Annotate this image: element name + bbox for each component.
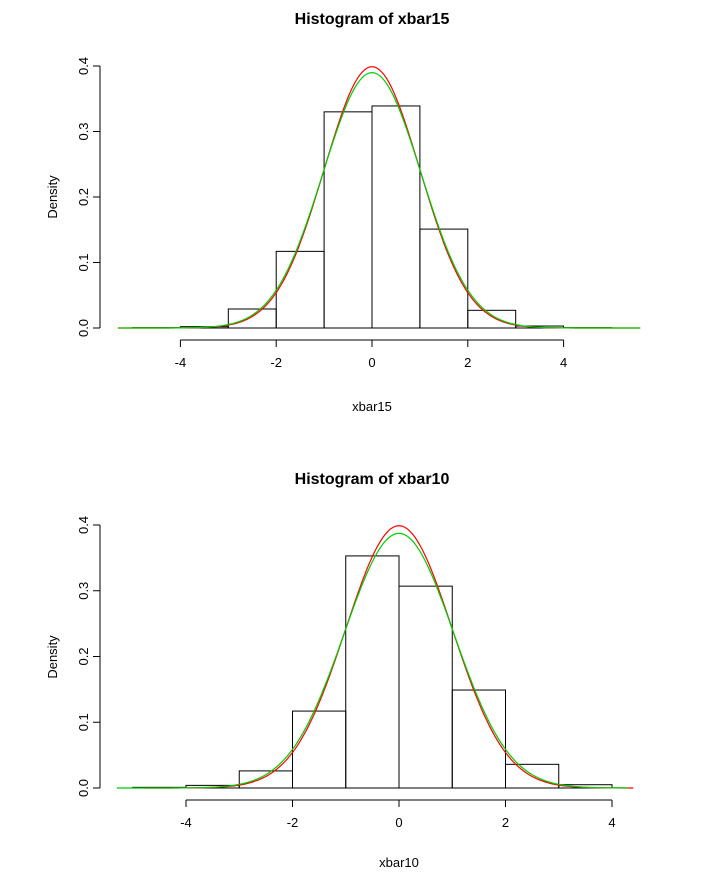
panel-xbar15: Histogram of xbar15 xbar15 Density -4 -2 0… [45,11,641,414]
x-tick-label: 2 [464,355,471,370]
kernel-density-curve [118,71,641,329]
normal-density-curve [143,525,634,789]
x-tick-label: 4 [560,355,567,370]
y-tick-label: 0.0 [76,779,91,797]
x-tick-label: 0 [395,815,402,830]
histogram-bar [419,228,469,329]
panel-xbar10: Histogram of xbar10 xbar10 Density -4 -2 0… [45,471,634,870]
x-axis-label: xbar15 [352,399,392,414]
x-tick-label: -4 [180,815,192,830]
histogram-bar [451,689,506,789]
y-tick-label: 0.2 [76,647,91,665]
histogram-bar [345,555,400,789]
x-tick-label: -2 [270,355,282,370]
x-tick-label: 4 [608,815,615,830]
x-tick-label: -2 [287,815,299,830]
x-tick-label: 2 [502,815,509,830]
y-tick-label: 0.2 [76,188,91,206]
chart-title: Histogram of xbar10 [295,471,450,488]
histogram-bar [398,585,453,789]
histogram-bar [238,770,293,789]
histogram-bar [505,763,560,789]
y-tick-label: 0.1 [76,253,91,271]
y-tick-label: 0.3 [76,122,91,140]
y-tick-label: 0.1 [76,713,91,731]
y-tick-label: 0.4 [76,57,91,75]
histogram-bar [275,250,325,329]
histogram-bar [292,710,347,789]
y-tick-label: 0.0 [76,319,91,337]
y-tick-label: 0.3 [76,582,91,600]
histogram-bar [371,105,421,329]
kernel-density-curve [116,532,629,789]
histogram-bar [227,308,277,329]
chart-title: Histogram of xbar15 [295,11,450,28]
x-tick-label: -4 [175,355,187,370]
y-axis-label: Density [45,175,60,219]
x-axis-label: xbar10 [379,855,419,870]
plot-area: -4 -2 0 2 4 0.0 0.1 0.2 0.3 0.4 [76,57,641,370]
x-tick-label: 0 [368,355,375,370]
y-axis-label: Density [45,635,60,679]
y-tick-label: 0.4 [76,516,91,534]
plot-area: -4 -2 0 2 4 0.0 0.1 0.2 0.3 0.4 [76,516,634,830]
histogram-bar [558,784,613,789]
histogram-bar [467,309,517,329]
